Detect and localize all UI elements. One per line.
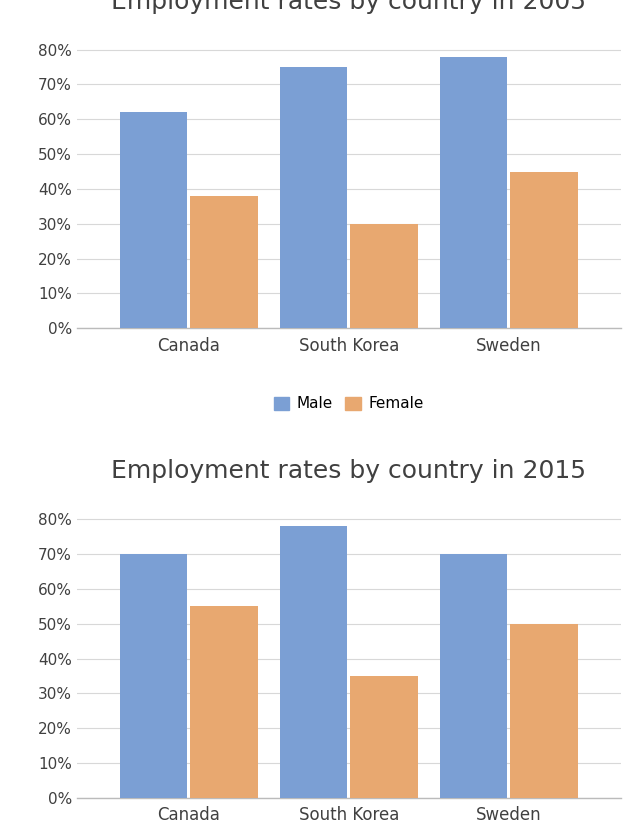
Bar — [280, 67, 347, 328]
Bar — [351, 676, 418, 798]
Bar — [351, 223, 418, 328]
Bar — [440, 56, 507, 328]
Bar — [191, 196, 257, 328]
Title: Employment rates by country in 2015: Employment rates by country in 2015 — [111, 459, 586, 483]
Legend: Male, Female: Male, Female — [268, 391, 429, 417]
Bar — [120, 554, 187, 798]
Bar — [511, 171, 577, 328]
Bar — [191, 606, 257, 798]
Bar — [440, 554, 507, 798]
Bar — [280, 527, 347, 798]
Bar — [120, 113, 187, 328]
Title: Employment rates by country in 2005: Employment rates by country in 2005 — [111, 0, 586, 13]
Bar — [511, 624, 577, 798]
